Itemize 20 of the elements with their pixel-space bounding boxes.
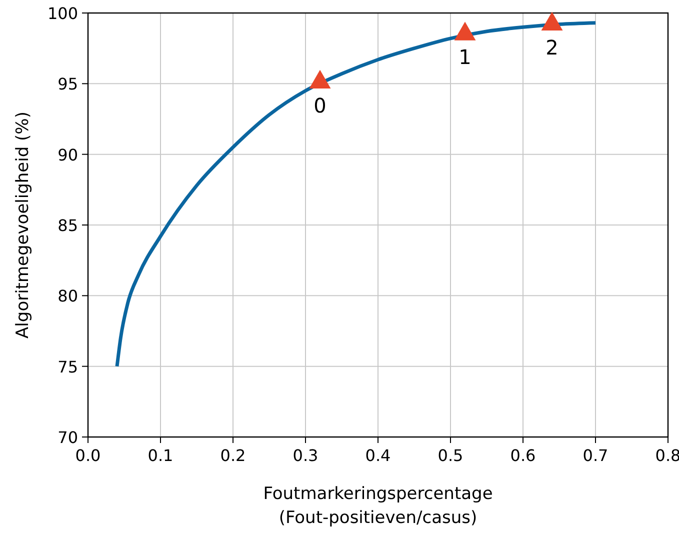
y-tick-label: 75 bbox=[58, 357, 78, 376]
y-tick-label: 95 bbox=[58, 74, 78, 94]
annotation: 1 bbox=[458, 45, 472, 70]
x-tick-label: 0.6 bbox=[510, 446, 536, 465]
x-tick-label: 0.1 bbox=[148, 446, 174, 465]
y-tick-label: 80 bbox=[58, 286, 78, 306]
y-axis-title: Algoritmegevoeligheid (%) bbox=[13, 112, 33, 338]
annotation: 0 bbox=[314, 93, 326, 118]
y-tick-label: 100 bbox=[47, 4, 78, 23]
x-tick-label: 0.4 bbox=[365, 446, 391, 465]
x-tick-label: 0.0 bbox=[75, 446, 101, 465]
annotation: 2 bbox=[546, 35, 558, 60]
x-tick-label: 0.7 bbox=[582, 446, 608, 465]
x-axis-title: Foutmarkeringspercentage (Fout-positieven/casus) bbox=[263, 484, 493, 528]
x-tick-label: 0.5 bbox=[438, 446, 464, 465]
y-tick-label: 70 bbox=[58, 428, 78, 447]
y-tick-label: 90 bbox=[58, 145, 78, 164]
x-tick-label: 0.2 bbox=[220, 446, 246, 465]
y-tick-label: 85 bbox=[58, 216, 78, 235]
x-tick-label: 0.3 bbox=[292, 446, 318, 465]
